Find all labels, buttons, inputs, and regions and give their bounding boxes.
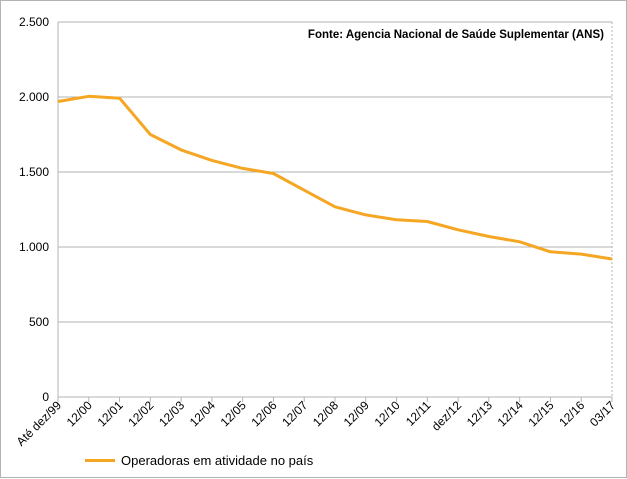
x-tick-label: 12/05	[218, 398, 249, 429]
y-tick-label: 2.500	[19, 15, 49, 29]
x-tick-label: 12/00	[64, 398, 95, 429]
source-note: Fonte: Agencia Nacional de Saúde Supleme…	[308, 29, 604, 41]
x-tick-label: 12/06	[248, 398, 279, 429]
y-tick-label: 0	[42, 390, 49, 404]
y-tick-label: 1.500	[19, 165, 49, 179]
x-tick-label: 12/10	[372, 398, 403, 429]
x-tick-label: 12/16	[556, 398, 587, 429]
x-tick-label: 12/14	[495, 398, 526, 429]
x-tick-label: 03/17	[587, 398, 618, 429]
legend-label: Operadoras em atividade no país	[121, 453, 314, 468]
series-line	[57, 94, 613, 261]
y-tick-label: 2.000	[19, 90, 49, 104]
x-tick-label: dez/12	[429, 398, 465, 434]
x-tick-label: 12/03	[156, 398, 187, 429]
y-tick-label: 500	[29, 315, 49, 329]
x-tick-label: Até dez/99	[14, 398, 65, 449]
y-tick-label: 1.000	[19, 240, 49, 254]
x-tick-label: 12/04	[187, 398, 218, 429]
x-tick-label: 12/01	[95, 398, 126, 429]
chart-legend: Operadoras em atividade no país	[85, 453, 313, 468]
x-tick-label: 12/13	[464, 398, 495, 429]
x-tick-label: 12/07	[279, 398, 310, 429]
x-tick-label: 12/08	[310, 398, 341, 429]
x-tick-label: 12/02	[125, 398, 156, 429]
x-tick-label: 12/09	[341, 398, 372, 429]
x-tick-label: 12/15	[525, 398, 556, 429]
legend-swatch	[85, 459, 115, 462]
